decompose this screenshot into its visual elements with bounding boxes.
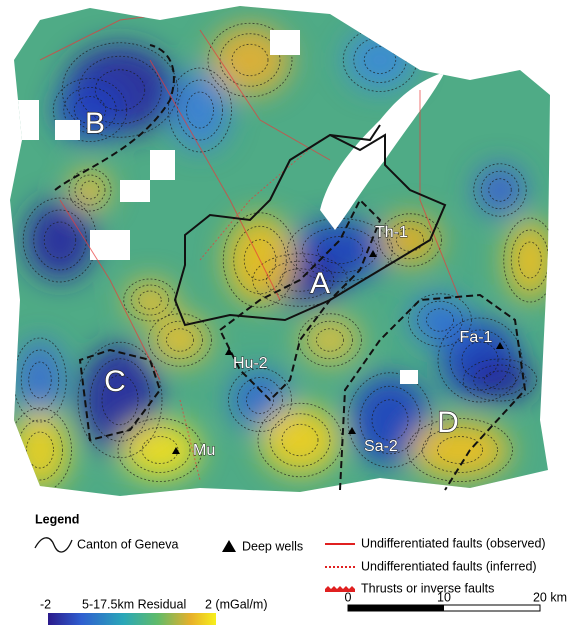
scale-segment <box>348 605 444 611</box>
anomaly <box>120 420 200 480</box>
well-label: Fa-1 <box>460 329 493 346</box>
well-label: Sa-2 <box>364 438 398 455</box>
well-label: Mu <box>193 442 215 459</box>
legend-title: Legend <box>35 512 79 526</box>
anomaly <box>300 315 360 365</box>
well-label: Th-1 <box>375 224 408 241</box>
legend-canton: Canton of Geneva <box>77 537 179 551</box>
map-figure: A B C D Th-1 Hu-2 Mu Sa-2 Fa-1 Legend Canton of … <box>0 0 583 626</box>
zone-label: A <box>310 267 330 300</box>
anomaly <box>410 420 510 480</box>
zone-label: B <box>85 107 105 140</box>
anomaly <box>505 220 555 300</box>
well-icon <box>222 540 236 552</box>
scale-label: 20 km <box>533 590 567 604</box>
anomaly <box>345 30 415 90</box>
colorbar-title: 5-17.5km Residual <box>82 597 186 611</box>
anomaly <box>260 405 340 475</box>
canton-icon <box>35 538 72 552</box>
well-label: Hu-2 <box>233 355 268 372</box>
legend-faults-inferred: Undifferentiated faults (inferred) <box>361 559 537 573</box>
scale-label: 10 <box>437 590 451 604</box>
zone-label: C <box>104 365 126 398</box>
zone-label: D <box>437 406 459 439</box>
colorbar-ramp <box>48 613 216 625</box>
legend-wells: Deep wells <box>242 539 303 553</box>
anomaly <box>475 165 525 215</box>
anomaly <box>150 315 210 365</box>
scale-label: 0 <box>345 590 352 604</box>
anomaly <box>465 360 535 400</box>
colorbar-min: -2 <box>40 597 51 611</box>
colorbar: -2 5-17.5km Residual 2 (mGal/m) <box>40 597 268 625</box>
legend-faults-observed: Undifferentiated faults (observed) <box>361 536 546 550</box>
colorbar-max: 2 (mGal/m) <box>205 597 268 611</box>
legend-thrusts: Thrusts or inverse faults <box>361 581 494 595</box>
legend: Legend Canton of Geneva Deep wells Undif… <box>35 512 546 595</box>
anomaly <box>125 280 175 320</box>
anomaly <box>10 410 70 490</box>
